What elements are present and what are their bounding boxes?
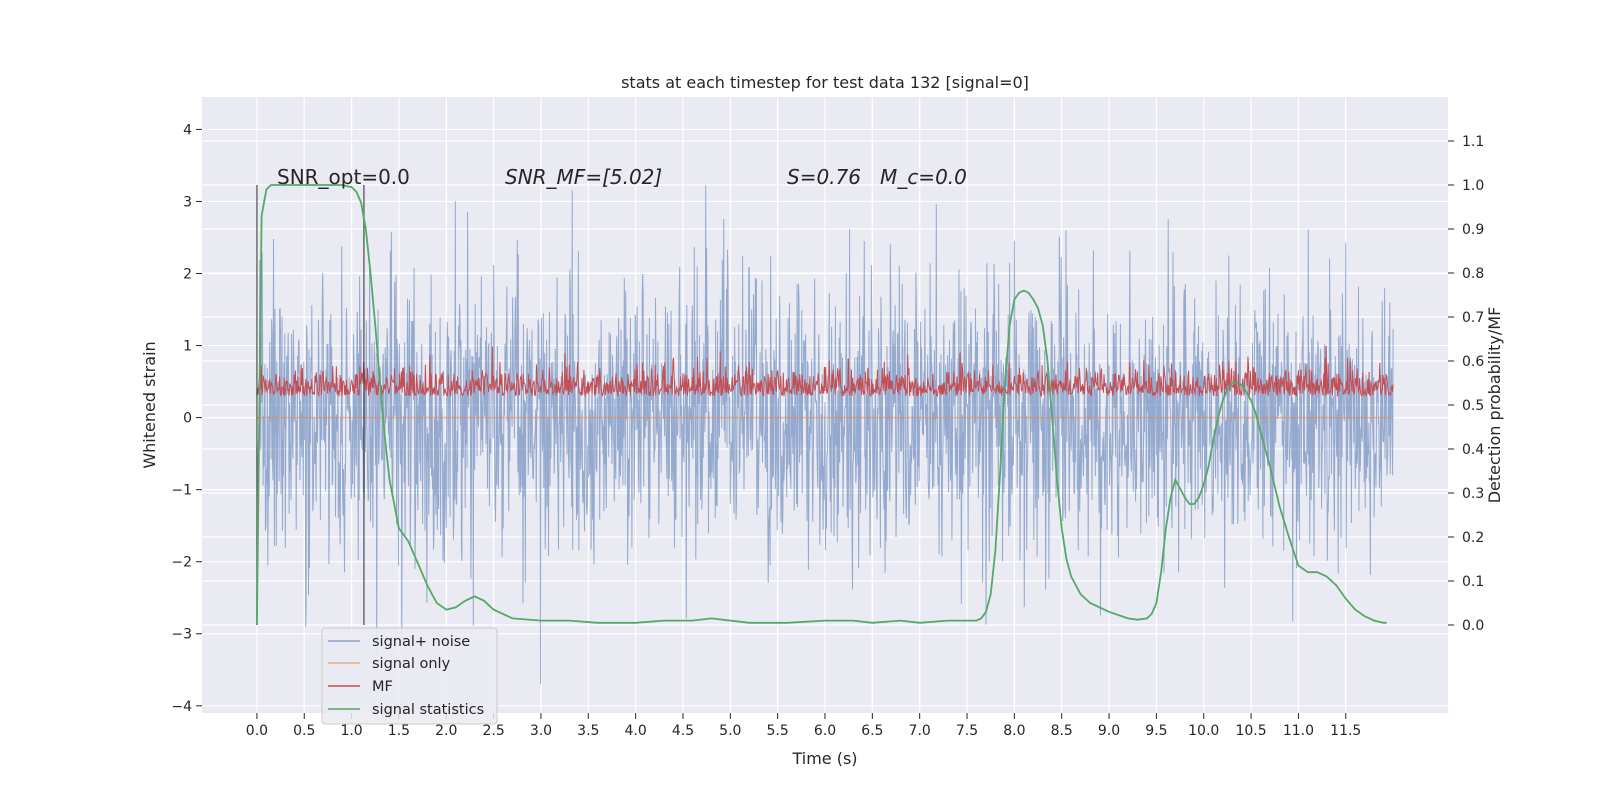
x-tick-label: 1.5 [388, 723, 410, 739]
series-signal-statistics [256, 184, 1387, 626]
y-tick-label: 3 [183, 194, 192, 210]
y2-tick-label: 0.1 [1462, 574, 1484, 590]
x-tick-label: 3.0 [530, 723, 552, 739]
y-tick-label: 2 [183, 267, 192, 283]
series-signal-noise [256, 185, 1394, 685]
y2-tick-label: 0.7 [1462, 310, 1484, 326]
x-tick-label: 8.0 [1003, 723, 1025, 739]
x-tick-label: 0.0 [246, 723, 268, 739]
legend-label-signal-noise: signal+ noise [372, 634, 470, 650]
y-tick-label: −3 [171, 627, 192, 643]
x-tick-label: 4.5 [672, 723, 694, 739]
x-tick-label: 7.5 [956, 723, 978, 739]
y-axis-label: Whitened strain [140, 341, 159, 468]
x-tick-label: 7.0 [909, 723, 931, 739]
y2-tick-label: 0.0 [1462, 618, 1484, 634]
y-tick-label: 1 [183, 339, 192, 355]
x-tick-label: 9.5 [1145, 723, 1167, 739]
chart-title: stats at each timestep for test data 132… [621, 73, 1029, 92]
x-tick-label: 11.5 [1330, 723, 1361, 739]
annotation-snr-opt: SNR_opt=0.0 [277, 165, 410, 189]
y-tick-label: −2 [171, 555, 192, 571]
y-tick-label: −4 [171, 699, 192, 715]
y2-tick-label: 1.0 [1462, 178, 1484, 194]
annotation-snr-mf: SNR_MF=[5.02] [505, 165, 662, 189]
tick-labels: 0.0 0.5 1.0 1.5 2.0 2.5 3.0 3.5 4.0 4.5 5.0 5.5 6.0 6… [171, 122, 1484, 739]
x-axis-label: Time (s) [791, 749, 857, 768]
signal-statistics-line [256, 184, 1387, 626]
y2-tick-label: 0.8 [1462, 266, 1484, 282]
x-tick-label: 6.0 [814, 723, 836, 739]
x-tick-label: 10.5 [1235, 723, 1266, 739]
legend-label-signal-only: signal only [372, 656, 451, 672]
mf-line [256, 345, 1394, 398]
legend-box [321, 627, 498, 725]
annotation-s-mc: S=0.76 M_c=0.0 [787, 165, 967, 189]
y-tick-label: −1 [171, 483, 192, 499]
y2-tick-label: 1.1 [1462, 134, 1484, 150]
x-tick-label: 1.0 [340, 723, 362, 739]
legend: signal+ noise signal only MF signal stat… [321, 627, 498, 725]
y2-tick-label: 0.6 [1462, 354, 1484, 370]
y2-tick-label: 0.4 [1462, 442, 1484, 458]
series-mf [256, 345, 1394, 398]
legend-label-signal-statistics: signal statistics [372, 702, 484, 718]
x-tick-label: 6.5 [861, 723, 883, 739]
x-tick-label: 2.5 [482, 723, 504, 739]
y-tick-label: 0 [183, 411, 192, 427]
x-tick-label: 5.5 [767, 723, 789, 739]
y2-axis-label: Detection probability/MF [1485, 307, 1504, 504]
y2-tick-label: 0.3 [1462, 486, 1484, 502]
y2-tick-label: 0.2 [1462, 530, 1484, 546]
y-tick-label: 4 [183, 122, 192, 138]
signal-noise-line [256, 185, 1394, 685]
legend-label-mf: MF [372, 679, 393, 695]
x-tick-label: 4.0 [625, 723, 647, 739]
x-tick-label: 3.5 [577, 723, 599, 739]
y2-tick-label: 0.9 [1462, 222, 1484, 238]
x-tick-label: 5.0 [719, 723, 741, 739]
x-tick-label: 11.0 [1283, 723, 1314, 739]
x-tick-label: 2.0 [435, 723, 457, 739]
x-tick-label: 10.0 [1188, 723, 1219, 739]
x-tick-label: 9.0 [1098, 723, 1120, 739]
y2-tick-label: 0.5 [1462, 398, 1484, 414]
x-tick-label: 8.5 [1051, 723, 1073, 739]
x-tick-label: 0.5 [293, 723, 315, 739]
